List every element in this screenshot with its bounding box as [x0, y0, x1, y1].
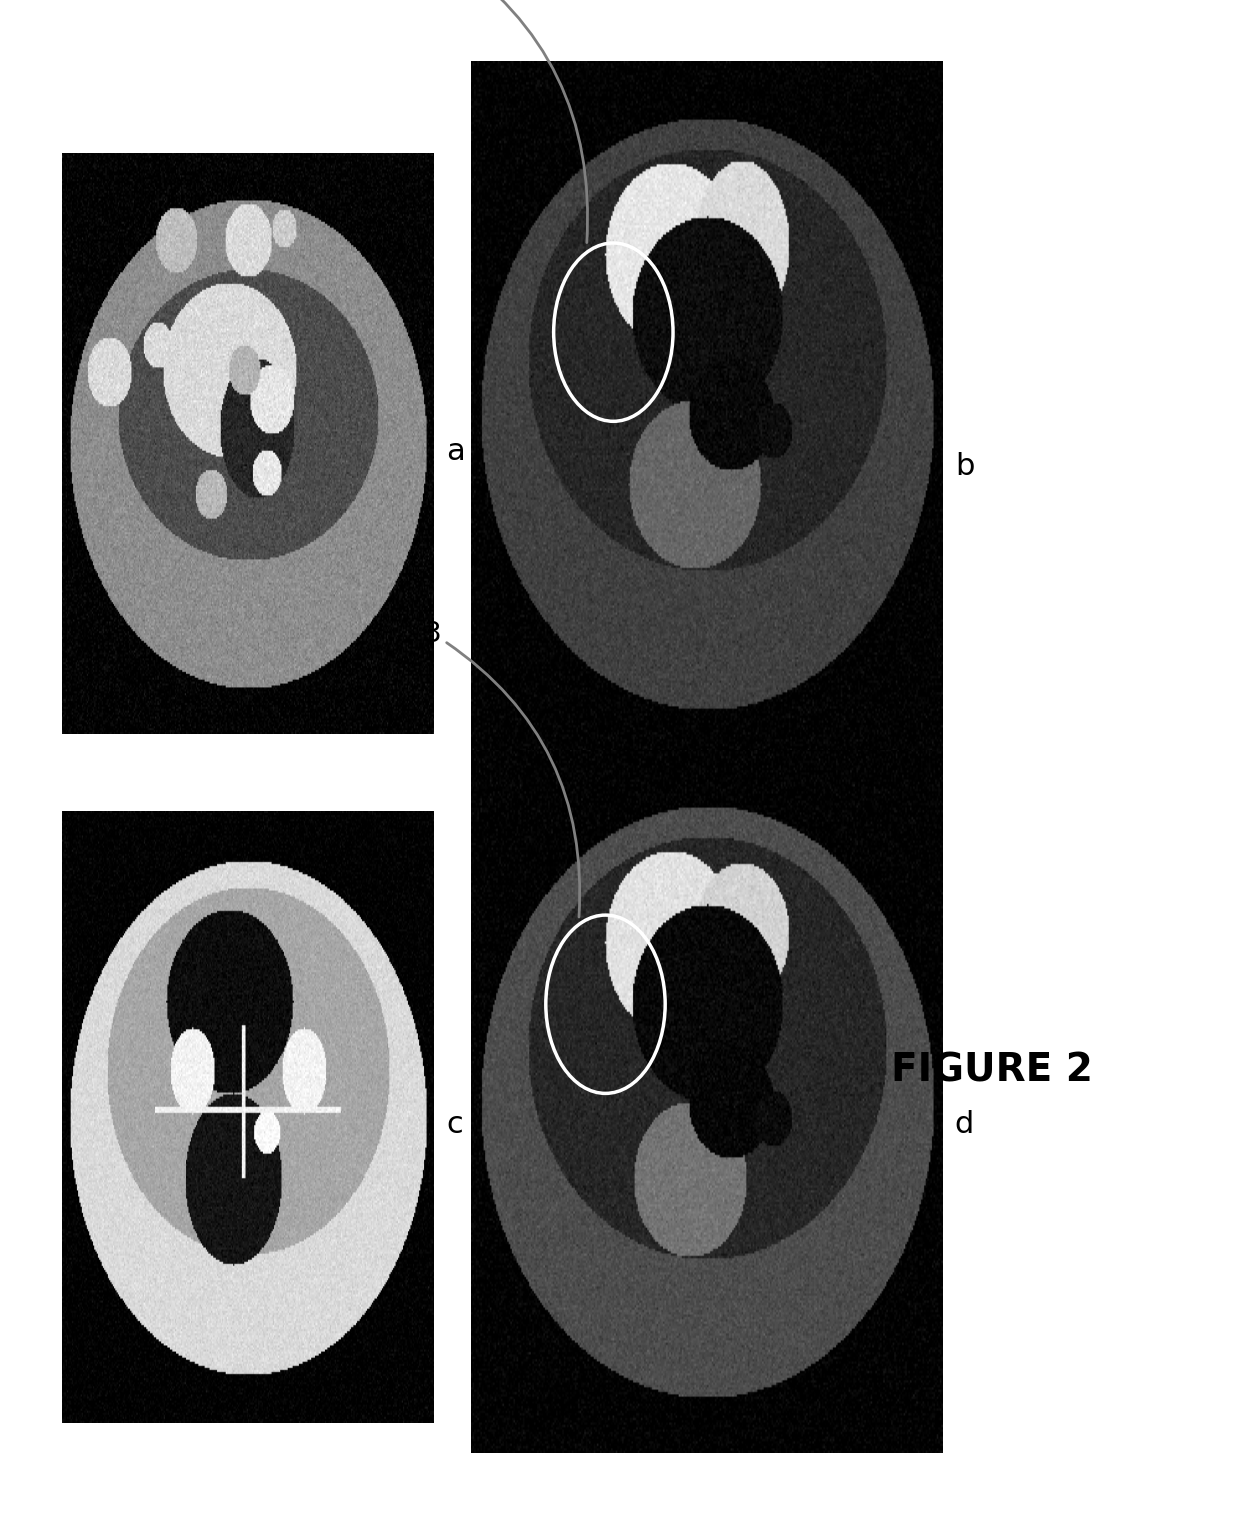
Text: 3: 3	[424, 620, 580, 916]
Text: a: a	[446, 438, 465, 465]
Text: b: b	[955, 453, 975, 480]
Text: 3: 3	[424, 0, 588, 243]
Text: c: c	[446, 1111, 464, 1138]
Text: FIGURE 2: FIGURE 2	[892, 1053, 1092, 1089]
Text: d: d	[955, 1111, 975, 1138]
